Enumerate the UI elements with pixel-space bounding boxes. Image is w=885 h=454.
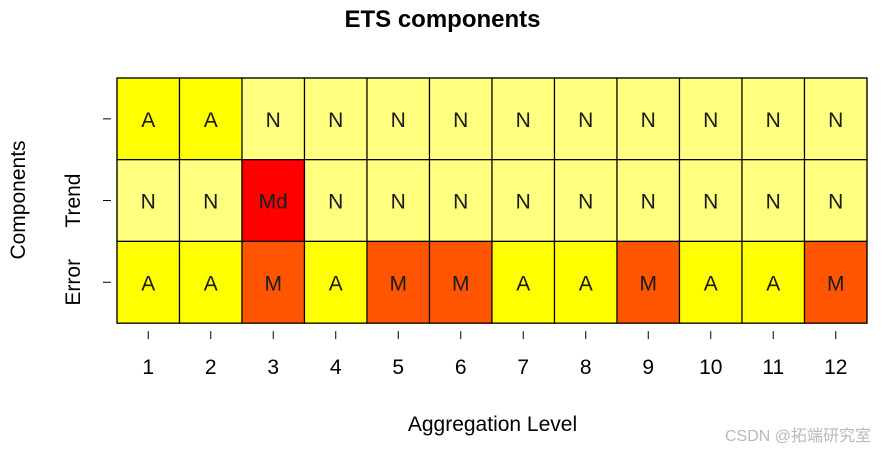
- cell-label: N: [391, 109, 406, 132]
- heatmap-cell: [553, 77, 618, 161]
- cell-label: A: [204, 109, 218, 132]
- x-tick-label: 4: [330, 356, 342, 379]
- cell-label: N: [703, 109, 718, 132]
- heatmap-cell: [616, 159, 681, 242]
- heatmap-cell: [741, 159, 806, 242]
- x-axis-label: Aggregation Level: [407, 413, 578, 436]
- x-tick-label: 7: [517, 356, 529, 379]
- heatmap-cell: [491, 159, 556, 242]
- heatmap-cell: [803, 77, 868, 161]
- cell-label: N: [578, 109, 593, 132]
- cell-label: N: [453, 109, 468, 132]
- cell-label: N: [578, 191, 593, 214]
- heatmap-cell: [616, 77, 681, 161]
- cell-label: N: [828, 191, 843, 214]
- cell-label: M: [265, 272, 283, 295]
- heatmap-cell: [116, 77, 181, 161]
- x-tick-label: 9: [642, 356, 654, 379]
- cell-label: N: [203, 191, 218, 214]
- chart-title: ETS components: [344, 6, 541, 33]
- cell-label: A: [579, 272, 593, 295]
- heatmap-cell: [303, 159, 368, 242]
- y-tick-label: Error: [62, 259, 85, 306]
- cell-label: N: [391, 191, 406, 214]
- heatmap-cell: [366, 159, 431, 242]
- cell-label: M: [390, 272, 408, 295]
- plot-frame: [116, 77, 868, 324]
- cell-label: A: [704, 272, 718, 295]
- heatmap-cell: [366, 240, 431, 324]
- y-tick-label: Trend: [62, 174, 85, 228]
- x-tick-label: 5: [392, 356, 404, 379]
- x-tick-label: 10: [699, 356, 722, 379]
- x-tick-label: 8: [580, 356, 592, 379]
- cell-label: N: [641, 191, 656, 214]
- heatmap-cell: [428, 240, 493, 324]
- cell-label: M: [640, 272, 658, 295]
- heatmap-cell: [741, 240, 806, 324]
- cell-label: N: [516, 191, 531, 214]
- heatmap-cell: [428, 159, 493, 242]
- cell-label: A: [329, 272, 343, 295]
- cell-label: A: [141, 272, 155, 295]
- heatmap-cell: [491, 240, 556, 324]
- cell-label: N: [641, 109, 656, 132]
- cell-label: N: [516, 109, 531, 132]
- heatmap-cell: [241, 77, 306, 161]
- heatmap-cell: [803, 159, 868, 242]
- heatmap-cell: [178, 159, 243, 242]
- cell-label: N: [766, 191, 781, 214]
- watermark: CSDN @拓端研究室: [724, 428, 871, 445]
- heatmap-cell: [116, 240, 181, 324]
- cell-label: N: [328, 191, 343, 214]
- cell-label: Md: [259, 191, 288, 214]
- x-tick-label: 3: [267, 356, 279, 379]
- x-tick-label: 11: [762, 356, 784, 379]
- heatmap-cell: [241, 159, 306, 242]
- cell-label: N: [703, 191, 718, 214]
- x-tick-label: 12: [824, 356, 847, 379]
- cell-label: A: [516, 272, 530, 295]
- heatmap-cell: [116, 159, 181, 242]
- x-tick-label: 6: [455, 356, 467, 379]
- cell-label: N: [141, 191, 156, 214]
- heatmap-cell: [178, 240, 243, 324]
- cell-label: N: [766, 109, 781, 132]
- cell-label: N: [828, 109, 843, 132]
- cell-label: M: [452, 272, 470, 295]
- cell-label: N: [266, 109, 281, 132]
- cell-label: M: [827, 272, 845, 295]
- cell-label: A: [766, 272, 780, 295]
- cell-label: A: [141, 109, 155, 132]
- x-tick-label: 2: [205, 356, 217, 379]
- cell-label: N: [453, 191, 468, 214]
- heatmap-cell: [678, 159, 743, 242]
- heatmap-cell: [553, 159, 618, 242]
- cell-label: A: [204, 272, 218, 295]
- x-tick-label: 1: [142, 356, 154, 379]
- y-axis-label: Components: [7, 140, 30, 260]
- cell-label: N: [328, 109, 343, 132]
